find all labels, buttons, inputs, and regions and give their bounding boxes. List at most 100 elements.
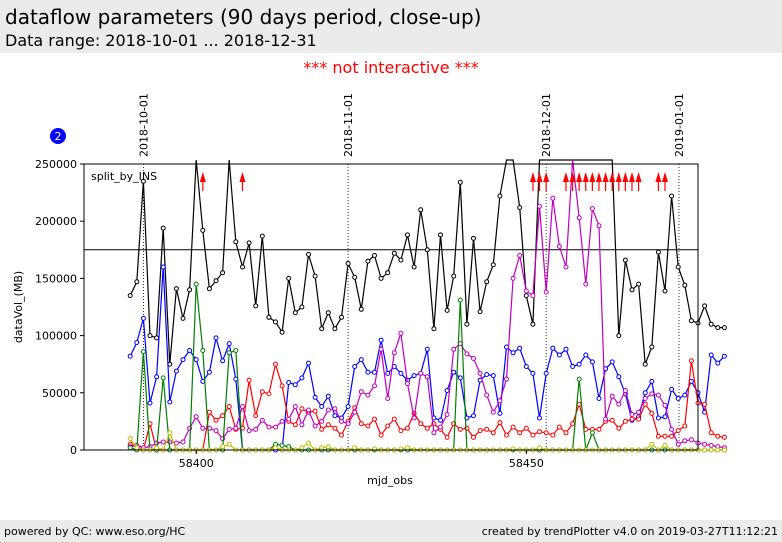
data-point [378, 432, 384, 438]
data-point [312, 408, 318, 414]
data-point [583, 281, 589, 287]
data-point [173, 440, 179, 446]
data-point [306, 251, 311, 257]
data-point [398, 428, 404, 434]
data-point [721, 447, 727, 453]
off-scale-arrowhead [615, 172, 622, 182]
off-scale-arrowhead [529, 172, 536, 182]
data-point [319, 326, 325, 332]
data-point [405, 381, 410, 387]
y-tick-label: 250000 [35, 158, 77, 171]
data-point [523, 288, 529, 294]
data-point [603, 416, 609, 422]
off-scale-arrowhead [543, 172, 550, 182]
data-point [550, 432, 556, 438]
data-point [299, 375, 305, 381]
data-point [319, 418, 325, 424]
off-scale-arrowhead [661, 172, 668, 182]
data-point [708, 321, 714, 327]
data-point [391, 250, 397, 256]
data-point [319, 404, 325, 409]
off-scale-arrowhead [569, 172, 576, 182]
data-range-subtitle: Data range: 2018-10-01 ... 2018-12-31 [5, 31, 317, 50]
data-point [319, 426, 325, 432]
data-point [127, 436, 133, 442]
off-scale-arrowhead [199, 172, 206, 182]
data-point [187, 287, 193, 293]
data-point [642, 396, 648, 401]
data-point [537, 445, 542, 451]
data-point [504, 432, 509, 438]
data-point [616, 425, 622, 431]
data-point [715, 360, 721, 366]
data-point [193, 357, 199, 363]
data-point [517, 205, 523, 210]
data-point [431, 326, 437, 332]
data-point [160, 225, 166, 231]
badge-number: 2 [55, 130, 62, 143]
data-point [385, 270, 391, 276]
y-tick-label: 200000 [35, 215, 77, 228]
data-point [708, 352, 714, 358]
data-point [292, 382, 298, 388]
data-point [477, 370, 483, 376]
data-point [596, 223, 602, 229]
tick-layer: 0 50000 100000 150000 200000 250000 58400 58450 [35, 158, 544, 470]
data-point [457, 297, 463, 303]
data-point [616, 401, 622, 407]
y-tick-label: 0 [70, 444, 77, 457]
data-point [662, 288, 668, 294]
data-point [391, 416, 397, 422]
data-point [589, 359, 595, 365]
data-point [669, 433, 675, 439]
data-point [649, 344, 655, 350]
data-point [154, 374, 160, 380]
data-point [405, 445, 410, 451]
data-point [213, 335, 219, 341]
data-point [173, 286, 179, 292]
data-point [385, 396, 391, 401]
data-point [530, 370, 536, 376]
data-point [226, 441, 232, 447]
data-point [273, 445, 278, 451]
x-tick-label: 58400 [179, 457, 214, 470]
data-point [292, 310, 298, 316]
data-point [642, 361, 648, 367]
data-point [365, 369, 371, 375]
data-point [319, 445, 325, 451]
data-point [583, 352, 589, 358]
series-line [130, 284, 725, 451]
data-point [563, 430, 569, 436]
data-point [655, 392, 661, 398]
data-point [636, 409, 642, 415]
data-point [140, 178, 146, 184]
data-point [332, 425, 338, 431]
date-marker-label: 2019-01-01 [673, 93, 686, 157]
data-point [669, 193, 675, 199]
data-point [675, 428, 681, 434]
data-point [596, 426, 602, 432]
data-point [642, 401, 648, 407]
data-point [431, 430, 437, 436]
data-point [233, 239, 239, 245]
data-point [471, 356, 476, 361]
data-point [464, 351, 470, 357]
data-point [510, 350, 516, 356]
data-point [649, 378, 655, 384]
data-point [589, 206, 595, 212]
data-point [325, 444, 331, 450]
data-point [471, 413, 476, 419]
data-point [220, 358, 226, 364]
data-point [332, 326, 338, 332]
data-point [655, 433, 661, 439]
data-point [444, 434, 450, 440]
data-point [649, 391, 655, 397]
data-point [504, 344, 509, 350]
data-point [385, 423, 391, 429]
header-bar: dataflow parameters (90 days period, clo… [0, 0, 782, 53]
data-point [543, 289, 549, 295]
data-point [259, 417, 265, 423]
data-point [484, 372, 490, 377]
data-point [563, 264, 569, 270]
data-point [411, 415, 417, 421]
